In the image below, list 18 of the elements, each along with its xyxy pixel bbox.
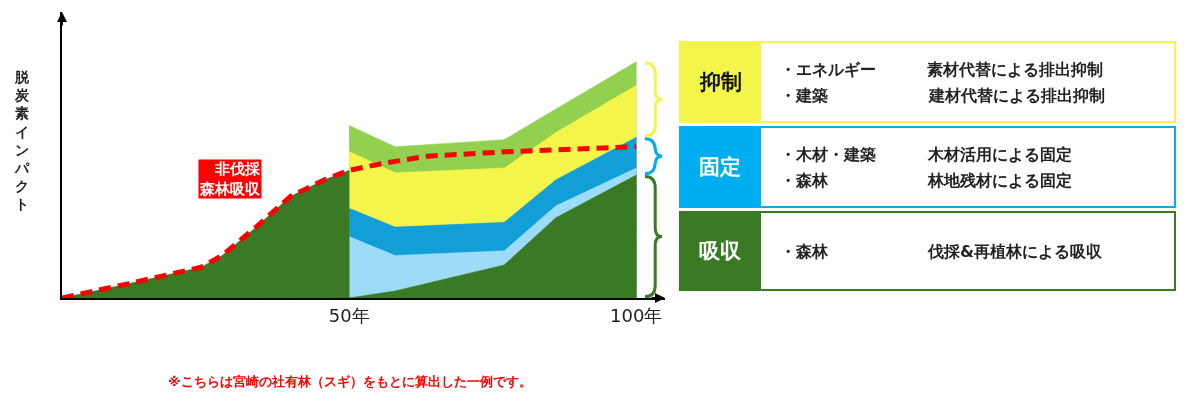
text: 素材代替による排出抑制 <box>927 60 1103 79</box>
text: 吸収 <box>699 239 742 263</box>
x-tick-label: 50年 <box>328 304 370 326</box>
text: 建材代替による排出抑制 <box>927 86 1105 105</box>
text: ※こちらは宮崎の社有林（スギ）をもとに算出した一例です。 <box>168 374 532 389</box>
text: ・建築 <box>780 86 828 105</box>
text: 固定 <box>699 155 741 179</box>
text: 林地残材による固定 <box>927 171 1072 190</box>
y-axis-title: 脱炭素インパクト <box>14 69 30 213</box>
series-label: 非伐採森林吸収 <box>199 160 261 198</box>
text: 木材活用による固定 <box>927 145 1072 164</box>
x-tick-label: 100年 <box>610 304 663 326</box>
text: ・森林 <box>780 171 829 190</box>
text: ・木材・建築 <box>780 145 876 164</box>
text: ・森林 <box>780 242 829 261</box>
text: ・エネルギー <box>780 60 876 79</box>
text: 伐採&再植林による吸収 <box>927 242 1103 261</box>
text: 抑制 <box>699 70 742 94</box>
